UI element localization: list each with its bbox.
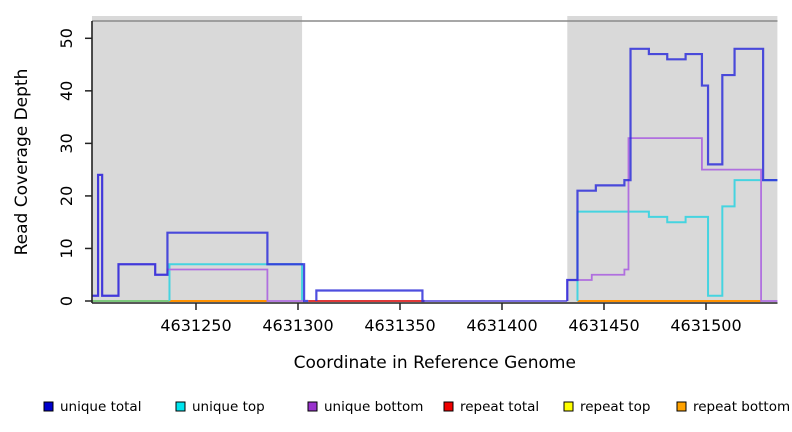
series-line-unique-top (576, 179, 778, 301)
legend-label-unique-top: unique top (192, 399, 265, 415)
x-tick-label: 4631300 (262, 316, 333, 335)
series-line-unique-total (566, 47, 778, 301)
y-axis-title: Read Coverage Depth (12, 69, 32, 256)
x-tick-label: 4631500 (670, 316, 741, 335)
legend-swatch-unique-top (175, 401, 186, 412)
legend-swatch-repeat-top (563, 401, 574, 412)
y-tick-label: 40 (57, 81, 76, 101)
x-axis-title: Coordinate in Reference Genome (294, 353, 576, 373)
legend-label-repeat-bottom: repeat bottom (693, 399, 790, 415)
y-tick-label: 0 (57, 296, 76, 306)
series-line-unique-total (315, 289, 425, 303)
legend-swatch-repeat-bottom (676, 401, 687, 412)
x-tick-label: 4631250 (160, 316, 231, 335)
shaded-region-1 (567, 16, 778, 302)
legend-label-repeat-top: repeat top (580, 399, 650, 415)
x-tick-label: 4631400 (466, 316, 537, 335)
series-line-unique-bottom (566, 137, 778, 302)
legend-swatch-repeat-total (443, 401, 454, 412)
y-tick-label: 50 (57, 28, 76, 48)
shaded-region-0 (91, 16, 303, 302)
series-line-unique-total (91, 173, 309, 303)
legend-swatch-unique-bottom (307, 401, 318, 412)
y-tick-label: 10 (57, 238, 76, 258)
legend-swatch-unique-total (43, 401, 54, 412)
y-tick-label: 30 (57, 133, 76, 153)
y-tick-label: 20 (57, 186, 76, 206)
series-line-unique-top (168, 263, 304, 301)
legend-label-repeat-total: repeat total (460, 399, 539, 415)
x-tick-label: 4631350 (364, 316, 435, 335)
legend-label-unique-total: unique total (60, 399, 141, 415)
x-tick-label: 4631450 (568, 316, 639, 335)
legend-label-unique-bottom: unique bottom (324, 399, 423, 415)
